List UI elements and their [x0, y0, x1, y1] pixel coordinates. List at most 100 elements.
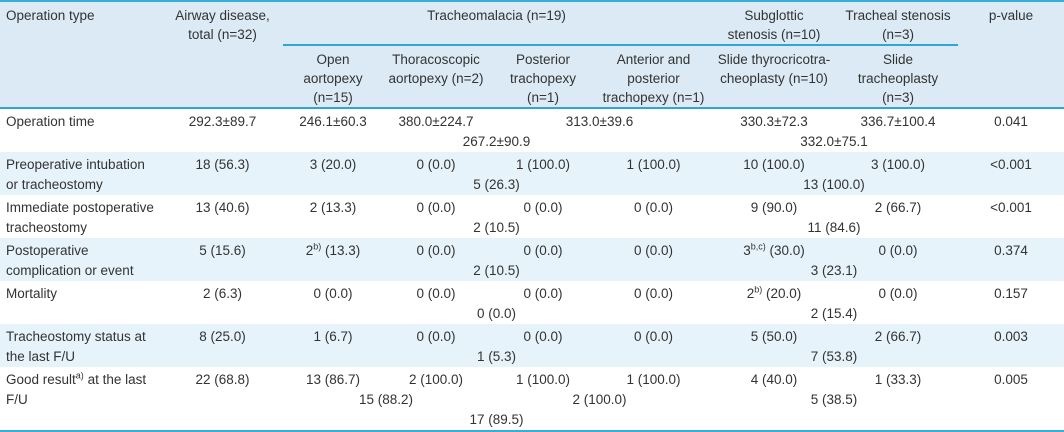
col-group-tracheomalacia: Tracheomalacia (n=19) — [283, 1, 711, 46]
p-value-cell: <0.001 — [958, 152, 1064, 195]
table-cell: 2 (66.7) — [838, 324, 959, 347]
table-cell: 292.3±89.7 — [188, 114, 257, 129]
table-cell: 0 (0.0) — [383, 324, 489, 347]
table-body: Operation time 292.3±89.7 246.1±60.3 380.0±… — [0, 108, 1064, 431]
table-cell: 1 (100.0) — [626, 372, 681, 387]
table-cell: 0 (0.0) — [416, 200, 456, 215]
footnote-marker: b) — [754, 284, 763, 295]
p-value-cell: 0.157 — [994, 286, 1028, 301]
table-row: Mortality 2 (6.3) 0 (0.0) 0 (0.0) 0 (0.0) 0 (… — [0, 281, 1064, 304]
table-cell: 0 (0.0) — [476, 306, 517, 321]
table-cell: 5 (50.0) — [710, 324, 839, 347]
col-header-p-value: p-value — [958, 1, 1064, 109]
table-cell: 1 (100.0) — [515, 372, 571, 387]
table-cell: 0 (0.0) — [838, 238, 959, 261]
table-row: 267.2±90.9 332.0±75.1 — [0, 132, 1064, 152]
table-cell: 10 (100.0) — [710, 152, 839, 175]
table-cell: 1 (5.3) — [283, 347, 711, 367]
table-row: Good resulta) at the last F/U 22 (68.8) 13… — [0, 367, 1064, 407]
p-value-cell: <0.001 — [990, 200, 1032, 215]
table-cell: 0 (0.0) — [489, 238, 597, 261]
table-cell — [162, 410, 283, 431]
table-cell — [162, 218, 283, 238]
table-row: 0 (0.0) 2 (15.4) — [0, 304, 1064, 324]
table-cell: 0 (0.0) — [523, 200, 563, 215]
col-group-tracheal-stenosis: Tracheal stenosis (n=3) — [838, 1, 959, 46]
table-cell: 2 (10.5) — [473, 220, 520, 235]
table-cell: 0 (0.0) — [633, 286, 674, 301]
table-row: 2 (10.5) 11 (84.6) — [0, 218, 1064, 238]
table-cell — [162, 261, 283, 281]
table-cell: 0 (0.0) — [383, 238, 489, 261]
row-label: Good resulta) at the last F/U — [6, 370, 147, 407]
table-cell: 5 (15.6) — [162, 238, 283, 261]
row-label: Tracheostomy status at the last F/U — [0, 324, 162, 367]
table-cell: 267.2±90.9 — [462, 134, 531, 149]
footnote-marker: b) — [313, 241, 322, 252]
col-header-slide-tracheoplasty: Slide tracheoplasty (n=3) — [838, 45, 959, 109]
table-row: 15 (88.2) 2 (100.0) 5 (38.5) — [0, 390, 1064, 410]
table-cell: 2 (66.7) — [874, 200, 922, 215]
table-cell: 330.3±72.3 — [740, 114, 808, 129]
col-header-posterior-trachopexy: Posterior trachopexy (n=1) — [489, 45, 597, 109]
table-cell: 1 (100.0) — [489, 152, 597, 175]
col-header-anterior-posterior-trachopexy: Anterior and posterior trachopexy (n=1) — [597, 45, 711, 109]
table-cell: 336.7±100.4 — [860, 114, 936, 129]
table-cell: 22 (68.8) — [195, 372, 250, 387]
table-cell: 0 (0.0) — [313, 286, 353, 301]
table-cell: 0 (0.0) — [633, 200, 674, 215]
table-cell: 1 (100.0) — [597, 152, 711, 175]
table-cell: 246.1±60.3 — [299, 114, 367, 129]
table-cell — [162, 132, 283, 152]
table-row: Immediate postoperative tracheostomy 13 (… — [0, 195, 1064, 235]
table-row: 2 (10.5) 3 (23.1) — [0, 261, 1064, 281]
footnote-marker: a) — [75, 370, 84, 381]
table-cell — [162, 304, 283, 324]
table-cell: 0 (0.0) — [597, 238, 711, 261]
table-cell — [162, 347, 283, 367]
table-cell: 7 (53.8) — [710, 347, 959, 367]
table-cell: 2 (100.0) — [408, 372, 464, 387]
table-cell: 15 (88.2) — [358, 392, 414, 407]
table-cell: 5 (38.5) — [810, 392, 858, 407]
p-value-cell: 0.374 — [958, 238, 1064, 281]
row-label: Mortality — [6, 286, 58, 301]
table-cell: 5 (26.3) — [283, 175, 711, 195]
footnote-marker: b,c) — [750, 241, 766, 252]
table-cell — [162, 390, 283, 410]
table-cell: 0 (0.0) — [489, 324, 597, 347]
col-header-operation-type: Operation type — [0, 1, 162, 109]
table-cell: 332.0±75.1 — [800, 134, 868, 149]
p-value-cell: 0.005 — [994, 372, 1028, 387]
table-cell: 2 (10.5) — [283, 261, 711, 281]
table-cell: 3 (23.1) — [710, 261, 959, 281]
table-row: 1 (5.3) 7 (53.8) — [0, 347, 1064, 367]
table-cell: 0 (0.0) — [383, 152, 489, 175]
table-cell: 18 (56.3) — [162, 152, 283, 175]
table-cell: 2 (13.3) — [309, 200, 357, 215]
table-cell: 2b) (13.3) — [283, 238, 383, 261]
table-cell: 0 (0.0) — [523, 286, 563, 301]
table-cell: 2 (15.4) — [810, 306, 858, 321]
col-header-open-aortopexy: Open aortopexy (n=15) — [283, 45, 383, 109]
row-label: Immediate postoperative tracheostomy — [6, 200, 154, 235]
table-row: 5 (26.3) 13 (100.0) — [0, 175, 1064, 195]
row-label: Preoperative intubation or tracheostomy — [0, 152, 162, 195]
col-header-slide-thyrocricotracheoplasty: Slide thyrocricotra- cheoplasty (n=10) — [710, 45, 839, 109]
table-cell: 0 (0.0) — [416, 286, 456, 301]
table-row: Operation time 292.3±89.7 246.1±60.3 380.0±… — [0, 108, 1064, 132]
col-header-thoracoscopic-aortopexy: Thoracoscopic aortopexy (n=2) — [383, 45, 489, 109]
table-row: Postoperative complication or event 5 (15… — [0, 238, 1064, 281]
table-header: Operation type Airway disease, total (n=… — [0, 1, 1064, 109]
table-cell: 2 (100.0) — [572, 392, 627, 407]
table-row: Preoperative intubation or tracheostomy 1… — [0, 152, 1064, 195]
table-cell: 13 (86.7) — [305, 372, 361, 387]
table-cell: 313.0±39.6 — [565, 114, 634, 129]
col-group-subglottic-stenosis: Subglottic stenosis (n=10) — [710, 1, 839, 46]
p-value-cell: 0.003 — [958, 324, 1064, 367]
table-cell: 8 (25.0) — [162, 324, 283, 347]
table-cell: 380.0±224.7 — [398, 114, 474, 129]
table-cell: 1 (6.7) — [283, 324, 383, 347]
table-cell: 17 (89.5) — [469, 412, 524, 427]
